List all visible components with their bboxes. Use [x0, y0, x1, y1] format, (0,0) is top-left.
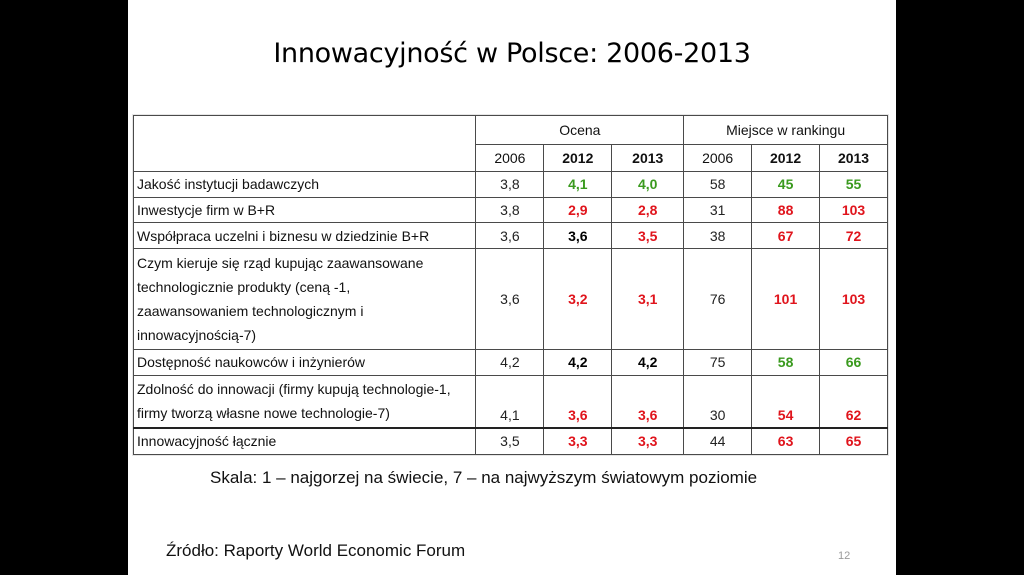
value-cell: 4,1 [543, 170, 613, 198]
value-cell: 103 [819, 248, 888, 350]
value-cell: 4,2 [543, 348, 613, 377]
value-cell: 4,1 [475, 375, 545, 429]
table-row: Współpraca uczelni i biznesu w dziedzini… [132, 222, 888, 250]
value-cell: 66 [819, 348, 888, 377]
header-miejsce: Miejsce w rankingu [683, 115, 888, 145]
value-cell: 3,1 [611, 248, 685, 350]
value-cell: 2,9 [543, 196, 613, 224]
value-cell: 3,8 [475, 170, 545, 198]
table-row: Jakość instytucji badawczych 3,8 4,1 4,0 58 4… [132, 170, 888, 198]
header-blank-cell [132, 115, 477, 172]
value-cell: 55 [819, 170, 888, 198]
value-cell: 3,3 [611, 426, 685, 455]
value-cell: 76 [683, 248, 753, 350]
row-label-line: zaawansowaniem technologicznym i [137, 302, 364, 319]
value-cell: 54 [751, 375, 821, 429]
value-cell: 3,6 [543, 222, 613, 250]
source-note: Źródło: Raporty World Economic Forum [166, 541, 466, 560]
year-header: 2013 [611, 143, 685, 172]
header-years-row: 2006 2012 2013 2006 2012 2013 [134, 143, 888, 172]
value-cell: 3,6 [611, 375, 685, 429]
row-label-line: Zdolność do innowacji (firmy kupują tech… [137, 381, 451, 398]
value-cell: 4,0 [611, 170, 685, 198]
value-cell: 65 [819, 426, 888, 455]
data-table: Ocena Miejsce w rankingu 2006 2012 2013 … [132, 115, 888, 455]
year-header: 2006 [683, 143, 753, 172]
value-cell: 58 [683, 170, 753, 198]
header-ocena: Ocena [475, 115, 685, 145]
year-header: 2013 [819, 143, 888, 172]
value-cell: 88 [751, 196, 821, 224]
innovation-table: Ocena Miejsce w rankingu 2006 2012 2013 … [132, 115, 888, 455]
value-cell: 3,2 [543, 248, 613, 350]
row-label: Jakość instytucji badawczych [132, 170, 477, 198]
value-cell: 44 [683, 426, 753, 455]
row-label-line: firmy tworzą własne nowe technologie-7) [137, 405, 390, 422]
row-label: Dostępność naukowców i inżynierów [132, 348, 477, 377]
year-header: 2012 [751, 143, 821, 172]
value-cell: 2,8 [611, 196, 685, 224]
row-label: Czym kieruje się rząd kupując zaawansowa… [132, 248, 477, 350]
header-group-row: Ocena Miejsce w rankingu [132, 115, 888, 172]
row-label: Innowacyjność łącznie [132, 426, 477, 455]
row-label-line: technologicznie produkty (ceną -1, [137, 278, 351, 295]
value-cell: 3,5 [611, 222, 685, 250]
value-cell: 67 [751, 222, 821, 250]
year-header: 2006 [475, 143, 545, 172]
table-row: Czym kieruje się rząd kupując zaawansowa… [132, 248, 888, 350]
value-cell: 75 [683, 348, 753, 377]
value-cell: 3,8 [475, 196, 545, 224]
row-label-line: innowacyjnością-7) [137, 326, 257, 343]
row-label: Inwestycje firm w B+R [132, 196, 477, 224]
value-cell: 31 [683, 196, 753, 224]
value-cell: 63 [751, 426, 821, 455]
value-cell: 3,6 [475, 222, 545, 250]
table-row: Zdolność do innowacji (firmy kupują tech… [132, 375, 888, 429]
value-cell: 45 [751, 170, 821, 198]
slide: Innowacyjność w Polsce: 2006-2013 Ocena … [128, 0, 896, 575]
slide-title: Innowacyjność w Polsce: 2006-2013 [273, 38, 751, 69]
table-row: Innowacyjność łącznie 3,5 3,3 3,3 44 63 65 [132, 426, 888, 455]
row-label-line: Czym kieruje się rząd kupując zaawansowa… [137, 254, 424, 271]
value-cell: 3,3 [543, 426, 613, 455]
table-row: Dostępność naukowców i inżynierów 4,2 4,2 4… [132, 348, 888, 377]
row-label: Współpraca uczelni i biznesu w dziedzini… [132, 222, 477, 250]
value-cell: 4,2 [611, 348, 685, 377]
value-cell: 38 [683, 222, 753, 250]
page-number: 12 [838, 550, 851, 562]
scale-note: Skala: 1 – najgorzej na świecie, 7 – na … [210, 468, 758, 487]
row-label: Zdolność do innowacji (firmy kupują tech… [132, 375, 477, 429]
value-cell: 3,6 [475, 248, 545, 350]
value-cell: 62 [819, 375, 888, 429]
table-row: Inwestycje firm w B+R 3,8 2,9 2,8 31 88 103 [132, 196, 888, 224]
value-cell: 103 [819, 196, 888, 224]
value-cell: 3,5 [475, 426, 545, 455]
value-cell: 3,6 [543, 375, 613, 429]
value-cell: 4,2 [475, 348, 545, 377]
value-cell: 72 [819, 222, 888, 250]
value-cell: 30 [683, 375, 753, 429]
value-cell: 58 [751, 348, 821, 377]
year-header: 2012 [543, 143, 613, 172]
value-cell: 101 [751, 248, 821, 350]
